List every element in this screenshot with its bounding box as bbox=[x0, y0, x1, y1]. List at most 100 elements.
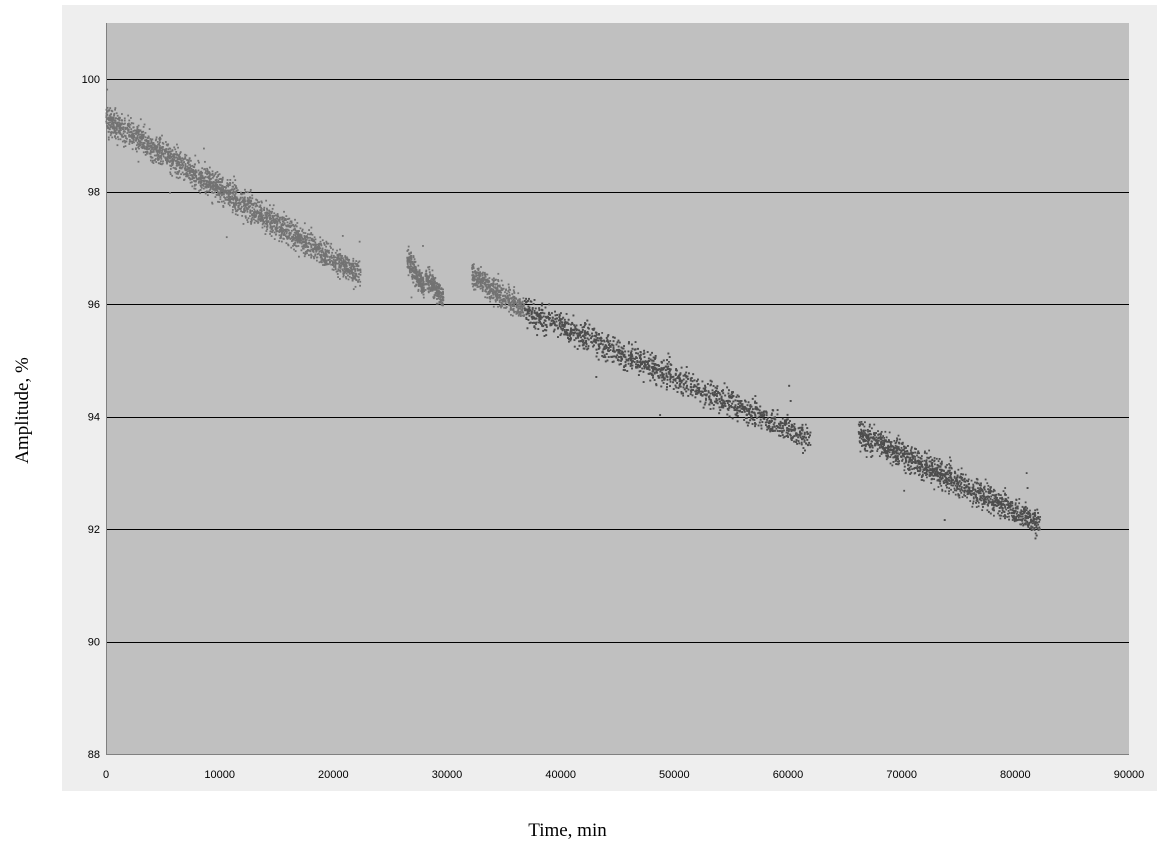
data-point bbox=[328, 251, 330, 254]
data-point bbox=[417, 278, 420, 281]
data-point bbox=[617, 339, 620, 342]
data-point bbox=[288, 231, 291, 234]
data-point bbox=[132, 140, 134, 143]
data-point bbox=[272, 229, 274, 232]
data-point bbox=[179, 158, 182, 161]
data-point bbox=[227, 190, 230, 193]
data-point bbox=[240, 205, 243, 208]
data-point bbox=[586, 337, 589, 340]
data-point bbox=[161, 141, 164, 144]
data-point bbox=[180, 173, 182, 176]
data-point bbox=[692, 386, 695, 389]
data-point bbox=[199, 172, 202, 175]
data-point bbox=[433, 287, 436, 290]
data-point bbox=[485, 273, 488, 276]
data-point bbox=[565, 328, 568, 331]
data-point bbox=[543, 328, 546, 331]
data-point bbox=[522, 303, 525, 306]
data-point bbox=[264, 222, 267, 225]
data-point bbox=[492, 279, 495, 282]
data-point bbox=[156, 150, 159, 153]
data-point bbox=[321, 247, 324, 250]
data-point bbox=[203, 177, 206, 180]
data-point bbox=[507, 301, 510, 304]
data-point bbox=[486, 273, 489, 276]
data-point bbox=[222, 206, 225, 208]
data-point bbox=[490, 283, 493, 286]
data-point bbox=[498, 284, 501, 287]
data-point bbox=[718, 392, 721, 395]
data-point bbox=[415, 268, 418, 271]
data-point bbox=[141, 131, 143, 134]
data-point bbox=[623, 345, 626, 347]
data-point bbox=[229, 182, 231, 184]
data-point bbox=[741, 408, 744, 410]
data-point bbox=[471, 282, 474, 285]
data-point bbox=[199, 192, 202, 195]
data-point bbox=[158, 143, 160, 146]
data-point bbox=[206, 172, 208, 175]
data-point bbox=[481, 277, 483, 280]
data-point bbox=[204, 191, 207, 193]
data-point bbox=[152, 150, 155, 153]
data-point bbox=[754, 407, 757, 410]
data-point bbox=[229, 189, 232, 192]
data-point bbox=[285, 232, 288, 235]
data-point bbox=[223, 202, 226, 205]
data-point bbox=[315, 259, 318, 262]
data-point bbox=[573, 324, 576, 327]
data-point bbox=[110, 113, 113, 115]
data-point bbox=[417, 280, 420, 283]
data-point bbox=[415, 277, 417, 280]
data-point bbox=[591, 335, 594, 337]
data-point bbox=[121, 122, 124, 125]
data-point bbox=[622, 354, 625, 356]
data-point bbox=[279, 216, 282, 219]
data-point bbox=[304, 239, 307, 241]
data-point bbox=[153, 154, 156, 157]
data-point bbox=[231, 211, 234, 214]
data-point bbox=[205, 182, 208, 185]
data-point bbox=[573, 339, 576, 342]
data-point bbox=[147, 136, 150, 139]
data-point bbox=[703, 403, 706, 406]
data-point bbox=[516, 303, 519, 306]
data-point bbox=[346, 256, 348, 259]
data-point bbox=[244, 191, 247, 193]
data-point bbox=[113, 126, 116, 129]
data-point bbox=[302, 231, 305, 234]
data-point bbox=[157, 155, 160, 158]
data-point bbox=[197, 169, 200, 172]
data-point bbox=[214, 196, 217, 198]
data-point bbox=[426, 274, 428, 277]
data-point bbox=[235, 190, 238, 193]
data-point bbox=[412, 281, 415, 284]
data-point bbox=[115, 129, 118, 131]
data-point bbox=[661, 367, 664, 370]
data-point bbox=[490, 296, 493, 299]
data-point bbox=[414, 261, 416, 264]
data-point bbox=[348, 272, 351, 274]
data-point bbox=[214, 182, 217, 185]
data-point bbox=[280, 227, 283, 230]
data-point bbox=[510, 297, 513, 299]
data-point bbox=[596, 337, 599, 339]
data-point bbox=[215, 187, 218, 190]
data-point bbox=[432, 284, 434, 287]
data-point bbox=[271, 207, 274, 210]
data-point bbox=[356, 269, 359, 272]
data-point bbox=[249, 212, 252, 214]
data-point bbox=[774, 416, 777, 419]
data-point bbox=[427, 290, 430, 293]
data-point bbox=[302, 240, 304, 243]
data-point bbox=[169, 160, 172, 162]
data-point bbox=[179, 151, 182, 153]
data-point bbox=[521, 314, 524, 317]
data-point bbox=[430, 281, 433, 284]
data-point bbox=[487, 281, 489, 283]
data-point bbox=[348, 263, 351, 265]
data-point bbox=[183, 178, 186, 181]
data-point bbox=[138, 147, 140, 150]
data-point bbox=[435, 287, 438, 290]
data-point bbox=[314, 247, 316, 250]
